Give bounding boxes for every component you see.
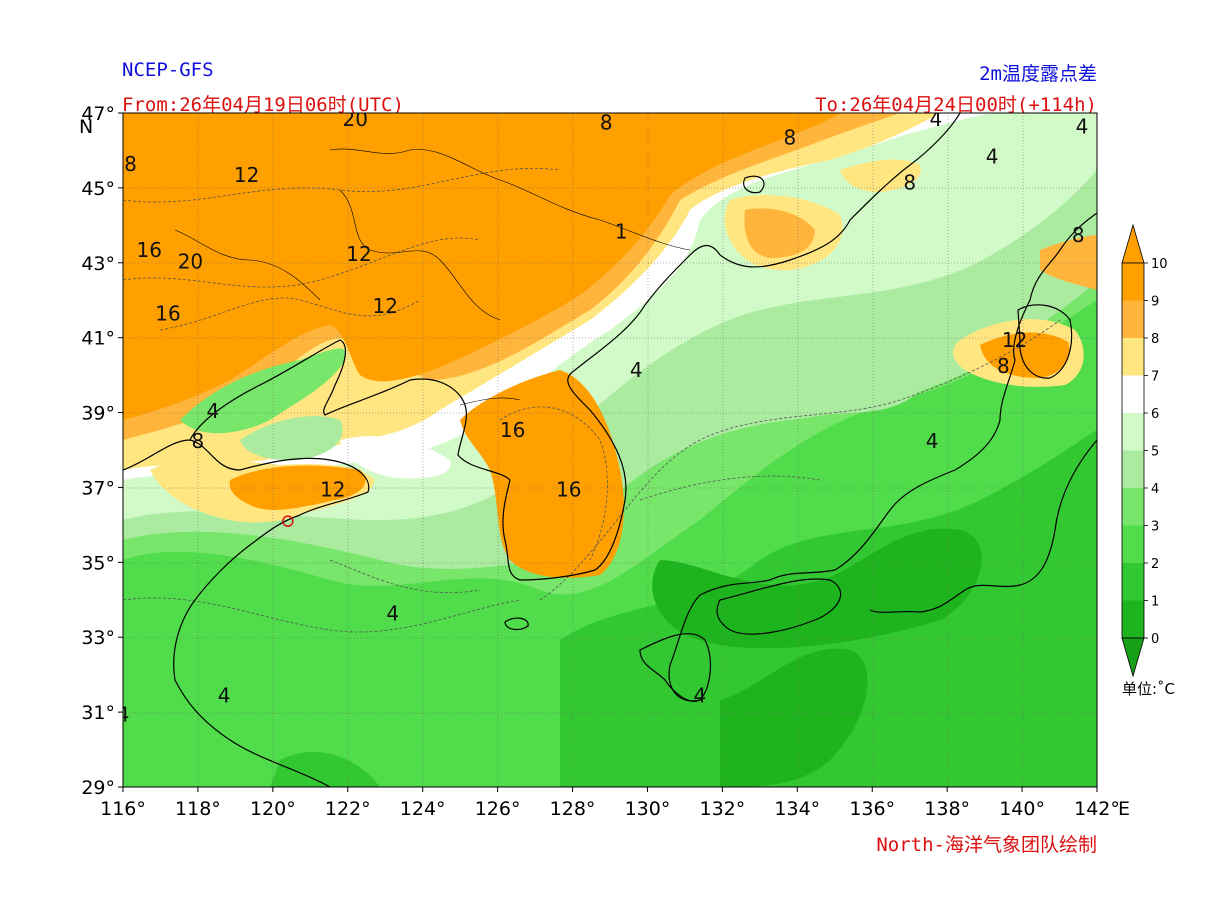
lat-tick-label: 37° (81, 477, 115, 499)
colorbar-swatch (1122, 263, 1144, 301)
lon-tick-label: 132° (700, 798, 746, 820)
lat-tick-label: 45° (81, 178, 115, 200)
valid-to-label: To:26年04月24日00时(+114h) (815, 94, 1097, 116)
lat-tick-label: 43° (81, 253, 115, 275)
contour-label: 20 (343, 107, 368, 131)
colorbar-max-arrow (1121, 223, 1145, 264)
chart-title: 2m温度露点差 (979, 63, 1097, 85)
contour-label: 4 (926, 429, 939, 453)
colorbar-tick-label: 4 (1151, 482, 1159, 497)
lat-tick-label: 47° (81, 103, 115, 125)
contour-label: 4 (630, 358, 643, 382)
colorbar-tick-label: 10 (1151, 257, 1168, 272)
colorbar-swatch (1122, 300, 1144, 338)
lon-tick-label: 116° (100, 798, 146, 820)
model-source-label: NCEP-GFS (122, 59, 214, 81)
colorbar-swatch (1122, 600, 1144, 638)
contour-label: 20 (178, 249, 203, 273)
contour-label: 8 (192, 429, 205, 453)
contour-label: 12 (346, 242, 371, 266)
contour-label: 8 (783, 126, 796, 150)
colorbar-tick-label: 8 (1151, 332, 1159, 347)
contour-label: 4 (386, 601, 399, 625)
lat-tick-label: 31° (81, 702, 115, 724)
station-marker (282, 515, 294, 527)
colorbar-swatch (1122, 375, 1144, 413)
contour-label: 1 (615, 219, 628, 243)
colorbar-swatch (1122, 338, 1144, 376)
latitude-ticks: 47° 45° 43° 41° 39° 37° 35° 33° 31° 29° (81, 103, 123, 799)
longitude-unit: E (1118, 798, 1130, 820)
borders (174, 148, 691, 406)
colorbar-swatch (1122, 525, 1144, 563)
credit-label: North-海洋气象团队绘制 (876, 834, 1097, 856)
lat-tick-label: 39° (81, 403, 115, 425)
contour-label: 16 (556, 478, 581, 502)
longitude-ticks: 116° 118° 120° 122° 124° 126° 128° 130° 132° 134°… (100, 787, 1120, 820)
contour-label: 8 (997, 354, 1010, 378)
contour-label: 8 (124, 152, 137, 176)
colorbar-tick-label: 0 (1151, 632, 1159, 647)
colorbar-tick-label: 1 (1151, 595, 1159, 610)
plot-frame (122, 112, 1098, 788)
contour-label: 16 (155, 302, 180, 326)
colorbar-swatch (1122, 563, 1144, 601)
colorbar-swatch (1122, 413, 1144, 451)
contour-label: 16 (500, 418, 525, 442)
contour-label: 4 (694, 684, 707, 708)
colorbar-min-arrow (1121, 637, 1145, 678)
lat-tick-label: 29° (81, 777, 115, 799)
colorbar-tick-label: 3 (1151, 520, 1159, 535)
lon-tick-label: 138° (924, 798, 970, 820)
lat-tick-label: 33° (81, 627, 115, 649)
lat-tick-label: 35° (81, 552, 115, 574)
latitude-unit: N (79, 116, 93, 138)
lon-tick-label: 118° (175, 798, 221, 820)
colorbar-tick-label: 9 (1151, 295, 1159, 310)
lon-tick-label: 142° (1074, 798, 1120, 820)
lat-tick-label: 41° (81, 328, 115, 350)
contour-label: 4 (1076, 114, 1089, 138)
lon-tick-label: 140° (999, 798, 1045, 820)
contour-label: 12 (1002, 328, 1027, 352)
contour-label: 12 (234, 163, 259, 187)
contour-label: 8 (600, 111, 613, 135)
colorbar-swatch (1122, 450, 1144, 488)
contour-label: 12 (373, 294, 398, 318)
lon-tick-label: 128° (550, 798, 596, 820)
contour-label: 12 (320, 478, 345, 502)
lon-tick-label: 120° (250, 798, 296, 820)
lon-tick-label: 126° (475, 798, 521, 820)
lon-tick-label: 124° (400, 798, 446, 820)
lon-tick-label: 130° (625, 798, 671, 820)
contour-label: 4 (117, 702, 130, 726)
contour-label: 8 (1072, 223, 1085, 247)
contour-label: 4 (207, 399, 220, 423)
colorbar-tick-label: 7 (1151, 370, 1159, 385)
colorbar-tick-label: 5 (1151, 445, 1159, 460)
colorbar-tick-label: 2 (1151, 557, 1159, 572)
colorbar-unit: 单位:˚C (1122, 680, 1175, 698)
graticule (123, 113, 1097, 787)
contour-label: 8 (903, 171, 916, 195)
lon-tick-label: 136° (849, 798, 895, 820)
valid-from-label: From:26年04月19日06时(UTC) (122, 94, 404, 116)
colorbar-swatch (1122, 488, 1144, 526)
lon-tick-label: 122° (325, 798, 371, 820)
colorbar-tick-label: 6 (1151, 407, 1159, 422)
contour-label: 4 (218, 684, 231, 708)
coastlines (123, 113, 1097, 787)
lon-tick-label: 134° (774, 798, 820, 820)
contour-label: 16 (136, 238, 161, 262)
contour-label: 4 (986, 144, 999, 168)
contour-label: 4 (930, 107, 943, 131)
